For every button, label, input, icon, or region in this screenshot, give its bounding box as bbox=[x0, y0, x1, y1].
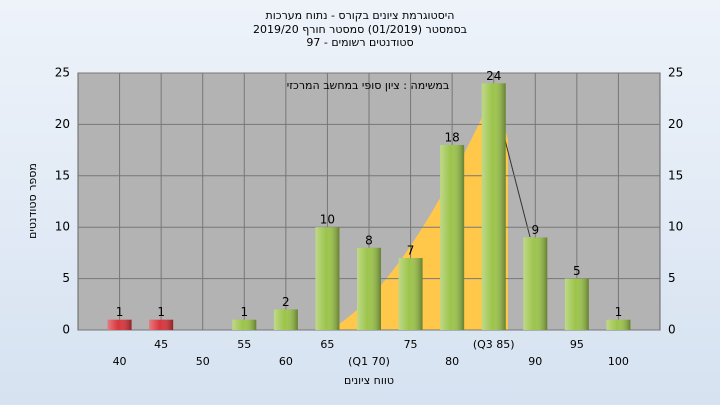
x-tick-label: 55 bbox=[237, 338, 251, 351]
bar-shade bbox=[357, 247, 381, 330]
bar-shade bbox=[440, 144, 465, 330]
x-tick-label: 80 bbox=[445, 355, 459, 368]
bar-shade bbox=[481, 83, 506, 330]
chart-subtitle: בסמסטר (01/2019) סמסטר חורף 2019/20 bbox=[253, 23, 467, 36]
bar-shade bbox=[398, 258, 423, 330]
y2-tick-label: 15 bbox=[668, 168, 683, 182]
y-tick-label: 15 bbox=[55, 168, 70, 182]
value-label: 8 bbox=[365, 233, 373, 247]
x-axis-label: טווח ציונים bbox=[344, 374, 394, 387]
y2-tick-label: 5 bbox=[668, 271, 676, 285]
x-tick-label: 90 bbox=[528, 355, 542, 368]
chart-subtitle: סטודנטים רשומים - 97 bbox=[306, 36, 413, 49]
value-label: 18 bbox=[445, 130, 460, 144]
value-label: 7 bbox=[407, 244, 415, 258]
value-label: 9 bbox=[531, 223, 539, 237]
x-tick-label: 50 bbox=[196, 355, 210, 368]
bar-shade bbox=[606, 319, 631, 330]
y2-tick-label: 10 bbox=[668, 220, 683, 234]
bar-shade bbox=[273, 309, 298, 330]
y2-tick-label: 25 bbox=[668, 66, 683, 80]
y2-tick-label: 20 bbox=[668, 117, 683, 131]
y-tick-label: 0 bbox=[62, 323, 70, 337]
value-label: 1 bbox=[240, 305, 248, 319]
x-tick-label: 65 bbox=[320, 338, 334, 351]
value-label: 5 bbox=[573, 264, 581, 278]
bar-shade bbox=[523, 237, 548, 330]
x-tick-label: 100 bbox=[608, 355, 629, 368]
x-tick-label: 40 bbox=[113, 355, 127, 368]
annotation: במשימה : ציון סופי במחשב המרכזי bbox=[287, 79, 450, 92]
chart-title: היסטוגרמת ציונים בקורס - נתוח מערכות bbox=[266, 9, 455, 22]
x-tick-label: (Q3 85) bbox=[473, 338, 515, 351]
value-label: 24 bbox=[486, 69, 501, 83]
value-label: 1 bbox=[615, 305, 623, 319]
value-label: 2 bbox=[282, 295, 290, 309]
value-label: 1 bbox=[116, 305, 124, 319]
bar-shade bbox=[315, 227, 340, 330]
y-tick-label: 25 bbox=[55, 66, 70, 80]
bar-shade bbox=[564, 278, 589, 330]
x-tick-label: 75 bbox=[404, 338, 418, 351]
x-tick-label: 45 bbox=[154, 338, 168, 351]
y-tick-label: 10 bbox=[55, 220, 70, 234]
x-tick-label: 60 bbox=[279, 355, 293, 368]
value-label: 1 bbox=[157, 305, 165, 319]
x-tick-label: (Q1 70) bbox=[348, 355, 390, 368]
y2-tick-label: 0 bbox=[668, 323, 676, 337]
curve-line bbox=[504, 139, 531, 238]
y-tick-label: 20 bbox=[55, 117, 70, 131]
bar-shade bbox=[232, 319, 257, 330]
x-tick-label: 95 bbox=[570, 338, 584, 351]
y-axis-label: מספר סטודנטים bbox=[26, 163, 39, 239]
y-tick-label: 5 bbox=[62, 271, 70, 285]
value-label: 10 bbox=[320, 213, 335, 227]
bar-shade bbox=[107, 319, 132, 330]
bar-shade bbox=[149, 319, 174, 330]
